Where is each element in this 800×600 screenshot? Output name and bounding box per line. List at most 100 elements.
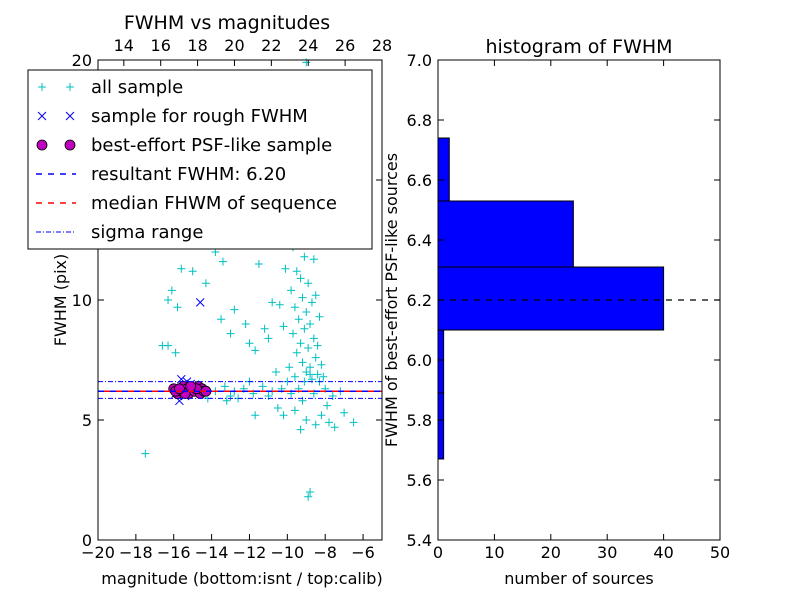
scatter-point	[324, 418, 333, 427]
top-x-tick-label: 28	[372, 36, 392, 55]
scatter-point	[296, 425, 305, 434]
y-tick-label: 20	[72, 51, 92, 70]
scatter-point	[294, 315, 303, 324]
scatter-point	[317, 360, 326, 369]
scatter-point	[313, 370, 322, 379]
scatter-point	[304, 492, 313, 501]
scatter-point	[323, 401, 332, 410]
scatter-point	[218, 257, 227, 266]
x-tick-label: 10	[484, 543, 504, 562]
histogram-bar	[437, 329, 445, 394]
scatter-point	[167, 286, 176, 295]
legend-box	[27, 69, 373, 250]
scatter-point	[298, 293, 307, 302]
scatter-point	[251, 346, 260, 355]
scatter-point	[292, 267, 301, 276]
x-tick-label: −8	[313, 543, 337, 562]
scatter-point	[164, 296, 173, 304]
scatter-point	[264, 334, 273, 343]
scatter-point	[254, 260, 263, 268]
scatter-point	[241, 320, 250, 328]
y-tick-label: 7.0	[407, 51, 432, 70]
scatter-point	[302, 308, 311, 316]
scatter-point	[307, 298, 316, 307]
x-tick-label: −10	[270, 543, 304, 562]
scatter-point	[300, 252, 309, 261]
y-tick-label: 5.4	[407, 531, 432, 550]
x-tick-label: −12	[233, 543, 267, 562]
scatter-point	[185, 380, 197, 392]
x-tick-label: −6	[351, 543, 375, 562]
scatter-point	[306, 488, 315, 496]
scatter-point	[309, 334, 318, 343]
legend-marker	[37, 111, 47, 121]
scatter-point	[281, 264, 290, 273]
legend-label: sample for rough FWHM	[91, 106, 308, 127]
scatter-point	[311, 420, 320, 429]
histogram-bar	[437, 200, 574, 268]
y-tick-label: 6.4	[407, 231, 432, 250]
scatter-panel: FWHM vs magnitudes −20 −18 −16 −14 −12 −10 −8−…	[27, 12, 393, 588]
scatter-point	[220, 382, 229, 391]
legend-marker	[36, 139, 48, 151]
scatter-ticks: −20−18−16−14−12−10−8−6051015201416182022…	[72, 36, 393, 562]
x-tick-label: 0	[433, 543, 443, 562]
histogram-bar	[437, 137, 450, 202]
histogram-bars	[437, 137, 665, 460]
scatter-point	[285, 363, 294, 372]
histogram-title: histogram of FWHM	[485, 36, 672, 58]
top-x-tick-label: 20	[224, 36, 244, 55]
scatter-point	[273, 404, 282, 412]
legend: all sample sample for rough FWHM best-effo…	[27, 69, 373, 250]
legend-marker	[65, 111, 75, 121]
scatter-point	[141, 449, 150, 458]
scatter-point	[195, 298, 205, 307]
scatter-point	[306, 370, 315, 379]
legend-marker	[38, 83, 46, 91]
scatter-xlabel: magnitude (bottom:isnt / top:calib)	[101, 569, 382, 588]
scatter-point	[298, 358, 307, 367]
histogram-panel: histogram of FWHM 0 10 20 30 40 50 5.4 5.6 5.8 6.…	[382, 36, 730, 588]
scatter-point	[171, 348, 180, 357]
scatter-point	[296, 339, 305, 348]
y-tick-label: 5	[82, 411, 92, 430]
scatter-point	[173, 303, 182, 312]
histogram-xlabel: number of sources	[504, 569, 654, 588]
x-tick-label: 20	[541, 543, 561, 562]
top-x-tick-label: 18	[187, 36, 207, 55]
scatter-point	[304, 279, 313, 288]
scatter-point	[290, 406, 299, 415]
y-tick-label: 6.0	[407, 351, 432, 370]
scatter-point	[217, 315, 226, 324]
y-tick-label: 6.6	[407, 171, 432, 190]
scatter-point	[275, 300, 284, 309]
scatter-point	[258, 382, 267, 391]
scatter-point	[296, 274, 305, 283]
top-x-tick-label: 22	[261, 36, 281, 55]
legend-marker	[66, 83, 74, 91]
scatter-point	[300, 324, 309, 333]
scatter-point	[306, 320, 315, 328]
top-x-tick-label: 24	[298, 36, 318, 55]
scatter-point	[290, 372, 299, 381]
scatter-point	[292, 348, 301, 357]
x-tick-label: −16	[157, 543, 191, 562]
scatter-point	[315, 312, 324, 321]
top-x-tick-label: 26	[335, 36, 355, 55]
x-tick-label: 40	[653, 543, 673, 562]
y-tick-label: 0	[82, 531, 92, 550]
scatter-point	[330, 423, 339, 432]
scatter-point	[340, 408, 349, 417]
scatter-point	[311, 353, 320, 362]
scatter-point	[260, 324, 269, 333]
scatter-point	[158, 341, 167, 350]
histogram-bar	[437, 392, 445, 460]
scatter-point	[230, 305, 239, 314]
scatter-ylabel: FWHM (pix)	[51, 254, 70, 347]
scatter-point	[289, 329, 298, 338]
x-tick-label: −18	[119, 543, 153, 562]
scatter-point	[251, 411, 260, 420]
scatter-point	[302, 416, 311, 424]
scatter-point	[177, 264, 186, 273]
